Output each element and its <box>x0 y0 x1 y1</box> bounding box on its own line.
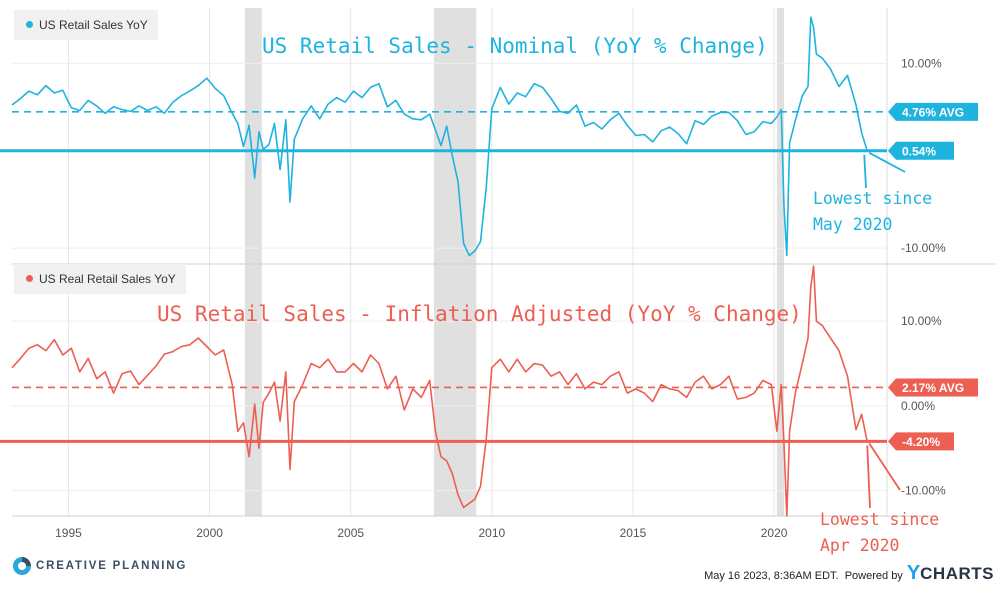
legend-label-nominal: US Retail Sales YoY <box>39 18 148 32</box>
avg-value-tag-1 <box>888 378 978 397</box>
series-line-1 <box>11 265 868 517</box>
recession-band-2 <box>776 8 784 516</box>
avg-value-tag-label-0: 4.76% AVG <box>902 105 964 119</box>
note-nominal-line1: Lowest since <box>813 189 933 208</box>
legend-nominal: US Retail Sales YoY <box>14 10 158 40</box>
chart-panels: 10.00% -10.00% 4.76% AVG 0.54% 10.00% 0.00% -1… <box>0 16 978 517</box>
note-real: Lowest since Apr 2020 <box>820 507 939 559</box>
creative-planning-logo-icon <box>13 557 31 575</box>
legend-dot-real <box>26 275 33 282</box>
x-tick-label-3: 2010 <box>478 526 505 540</box>
y-tick-label-1-1: 0.00% <box>901 399 935 413</box>
grid-lines <box>12 8 995 517</box>
note-real-line2: Apr 2020 <box>820 536 900 555</box>
x-tick-label-5: 2020 <box>761 526 788 540</box>
note-real-line1: Lowest since <box>820 510 940 529</box>
recession-band-1 <box>433 8 477 516</box>
avg-value-tag-0 <box>888 102 978 121</box>
note-pointer-b-1 <box>868 442 901 491</box>
x-tick-label-4: 2015 <box>620 526 647 540</box>
recession-shading <box>244 8 784 516</box>
title-nominal: US Retail Sales - Nominal (YoY % Change) <box>262 34 768 58</box>
ycharts-logo-text: CHARTS <box>920 564 994 583</box>
brand-logo: CREATIVE PLANNING <box>12 556 187 576</box>
footer-powered-by: Powered by <box>844 570 903 582</box>
x-axis: 1995 2000 2005 2010 2015 2020 <box>55 526 788 540</box>
note-nominal: Lowest since May 2020 <box>813 186 932 238</box>
note-nominal-line2: May 2020 <box>813 215 893 234</box>
series-line-0 <box>11 16 868 257</box>
avg-value-tag-label-1: 2.17% AVG <box>902 381 964 395</box>
footer-attribution: May 16 2023, 8:36AM EDT. Powered by Y CHA… <box>704 562 994 585</box>
current-value-tag-label-0: 0.54% <box>902 144 936 158</box>
panel-0: 10.00% -10.00% 4.76% AVG 0.54% <box>0 16 978 257</box>
brand-name: CREATIVE PLANNING <box>36 560 188 572</box>
current-value-tag-0 <box>888 141 954 160</box>
current-value-tag-1 <box>888 432 954 451</box>
note-pointer-1 <box>866 445 871 509</box>
legend-real: US Real Retail Sales YoY <box>14 264 186 294</box>
legend-dot-nominal <box>26 21 33 28</box>
y-tick-label-1-0: 10.00% <box>901 314 942 328</box>
note-pointer-b-0 <box>868 152 906 173</box>
footer-timestamp: May 16 2023, 8:36AM EDT. <box>704 570 839 582</box>
x-tick-label-1: 2000 <box>196 526 223 540</box>
y-tick-label-0-1: -10.00% <box>901 241 946 255</box>
legend-label-real: US Real Retail Sales YoY <box>39 272 176 286</box>
y-tick-label-0-0: 10.00% <box>901 56 942 70</box>
current-value-tag-label-1: -4.20% <box>902 435 940 449</box>
x-tick-label-0: 1995 <box>55 526 82 540</box>
recession-band-0 <box>244 8 262 516</box>
x-tick-label-2: 2005 <box>337 526 364 540</box>
ycharts-logo-y: Y <box>906 562 921 584</box>
y-tick-label-1-2: -10.00% <box>901 484 946 498</box>
title-real: US Retail Sales - Inflation Adjusted (Yo… <box>157 302 802 326</box>
panel-1: 10.00% 0.00% -10.00% 2.17% AVG -4.20% <box>0 265 978 517</box>
note-pointer-0 <box>863 154 867 189</box>
